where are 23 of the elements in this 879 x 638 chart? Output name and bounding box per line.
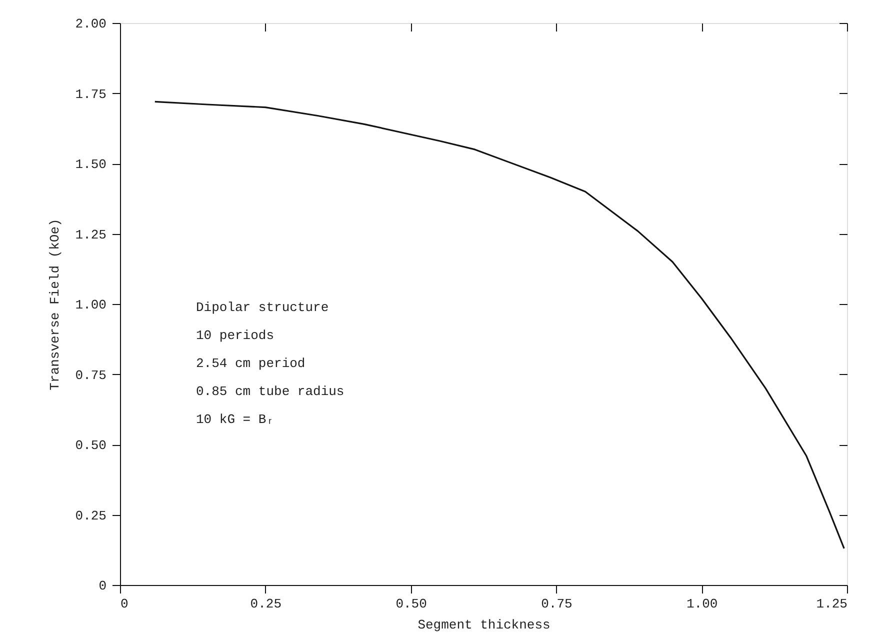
x-tick-label: 0.50 [396,596,427,612]
y-tick-label: 0.50 [75,438,106,453]
x-axis-title: Segment thickness [418,618,550,632]
y-tick-label: 0 [98,578,106,594]
annotation: 10 kG = Bᵣ [196,412,274,427]
annotation: 10 periods [196,328,274,343]
y-tick-label: 1.00 [75,298,106,312]
y-tick-label: 1.50 [75,157,106,172]
x-tick-label: 1.00 [686,596,718,612]
x-tick-label: 1.25 [816,596,848,612]
line-series [154,100,845,550]
y-tick-label: 2.00 [75,16,106,32]
annotation: 2.54 cm period [196,356,306,371]
x-tick-label: 0.25 [250,596,282,612]
y-tick-label: 1.75 [75,86,106,102]
y-tick-label: 0.75 [75,368,106,383]
x-tick-label: 0 [120,596,128,612]
y-tick-label: 0.25 [75,508,106,524]
annotation: 0.85 cm tube radius [196,384,344,399]
y-tick-label: 1.25 [75,227,106,242]
x-tick-label: 0.75 [541,596,572,612]
annotation: Dipolar structure [196,300,329,315]
y-axis-title: Transverse Field (kOe) [47,218,62,390]
